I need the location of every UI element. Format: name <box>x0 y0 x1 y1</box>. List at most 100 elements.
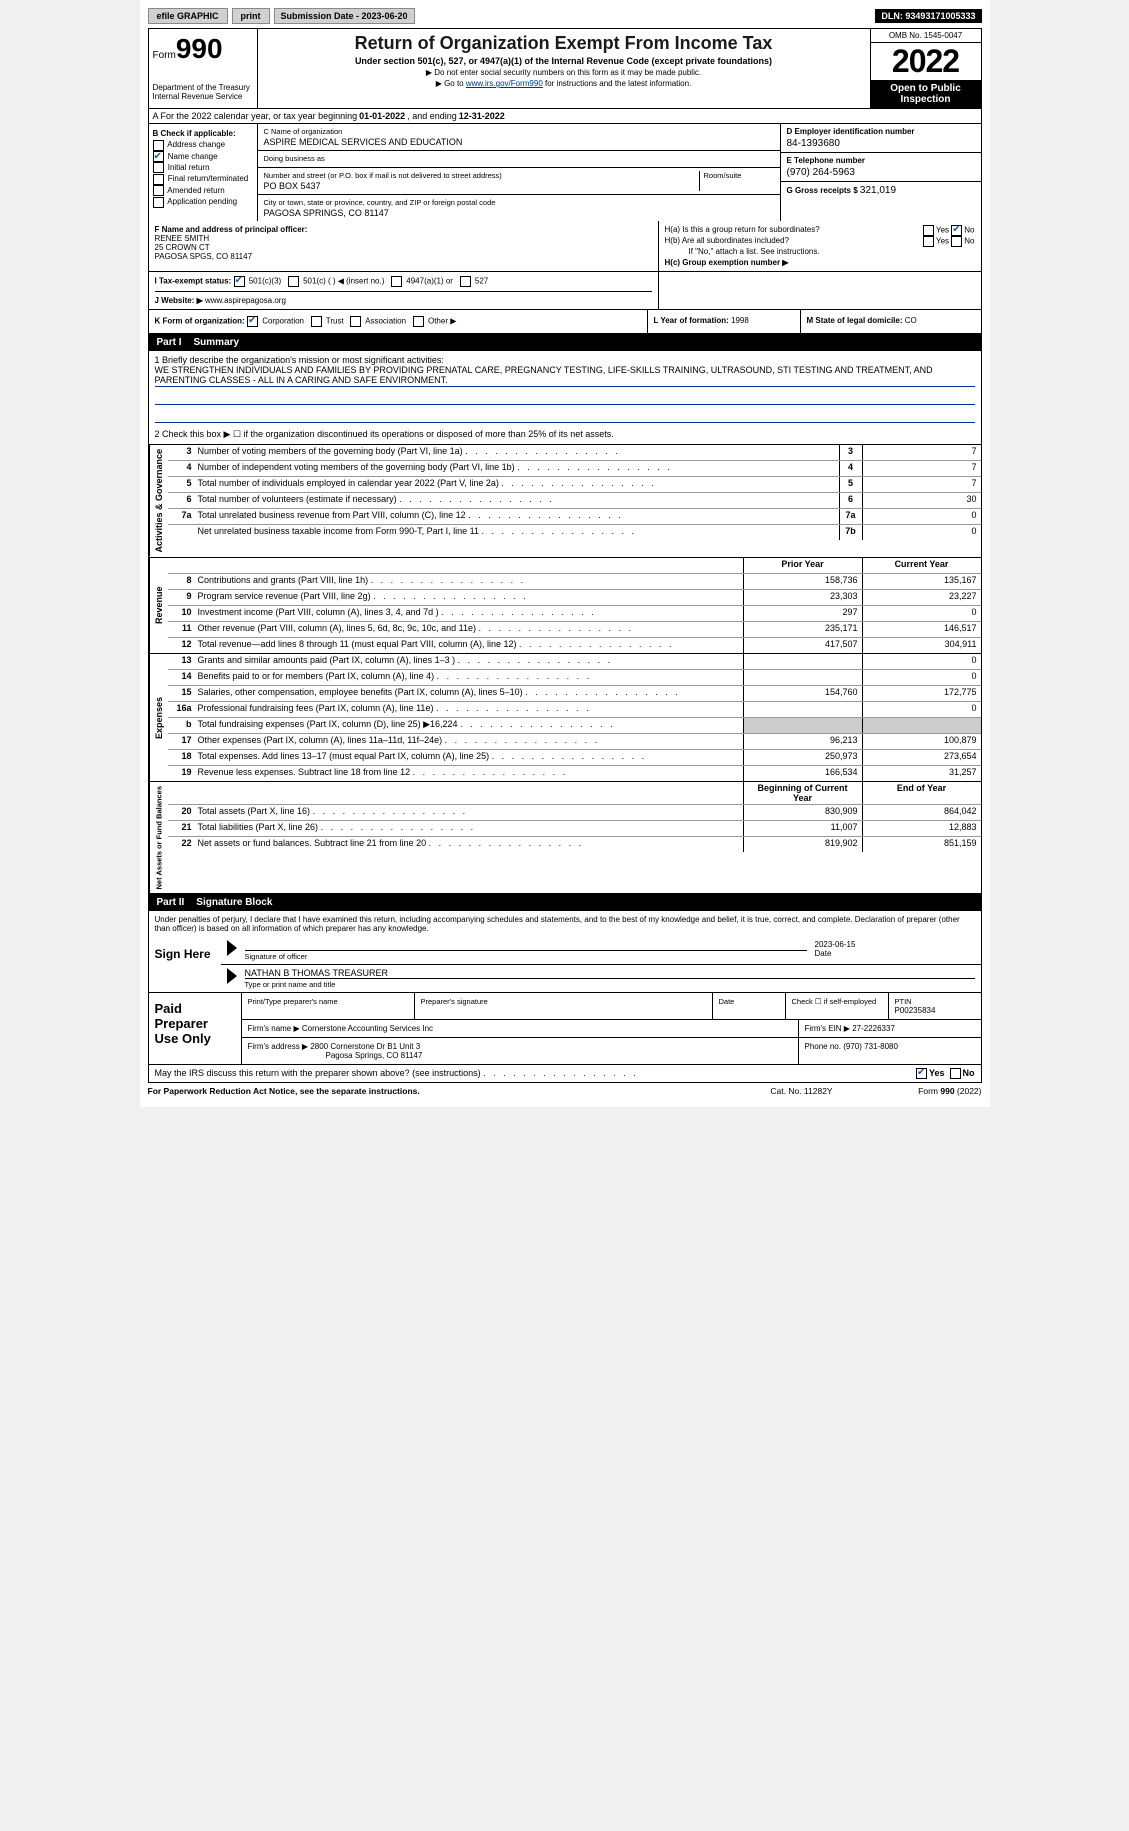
firm-addr2: Pagosa Springs, CO 81147 <box>326 1051 423 1060</box>
table-row: 19Revenue less expenses. Subtract line 1… <box>168 766 981 781</box>
year-formation: 1998 <box>731 316 749 325</box>
firm-phone: (970) 731-8080 <box>843 1042 898 1051</box>
table-row: 7aTotal unrelated business revenue from … <box>168 509 981 525</box>
telephone: (970) 264-5963 <box>787 167 975 178</box>
table-row: 4Number of independent voting members of… <box>168 461 981 477</box>
table-row: bTotal fundraising expenses (Part IX, co… <box>168 718 981 734</box>
paid-preparer-block: Paid Preparer Use Only Print/Type prepar… <box>148 993 982 1065</box>
expenses-table: Expenses 13Grants and similar amounts pa… <box>148 654 982 782</box>
firm-name: Cornerstone Accounting Services Inc <box>302 1024 433 1033</box>
topbar: efile GRAPHIC print Submission Date - 20… <box>148 8 982 24</box>
section-i-j: I Tax-exempt status: 501(c)(3) 501(c) ( … <box>148 272 982 310</box>
chk-501c[interactable] <box>288 276 299 287</box>
chk-hb-yes[interactable] <box>923 236 934 247</box>
street-address: PO BOX 5437 <box>264 181 699 191</box>
year-end: 12-31-2022 <box>459 111 505 121</box>
sig-date: 2023-06-15 <box>815 940 975 949</box>
signature-block: Under penalties of perjury, I declare th… <box>148 911 982 993</box>
chk-address-change[interactable] <box>153 140 164 151</box>
table-row: Net unrelated business taxable income fr… <box>168 525 981 540</box>
chk-501c3[interactable] <box>234 276 245 287</box>
dln: DLN: 93493171005333 <box>875 9 981 23</box>
chk-hb-no[interactable] <box>951 236 962 247</box>
footer: For Paperwork Reduction Act Notice, see … <box>148 1083 982 1099</box>
chk-trust[interactable] <box>311 316 322 327</box>
efile-label: efile GRAPHIC <box>148 8 228 24</box>
chk-other[interactable] <box>413 316 424 327</box>
chk-discuss-no[interactable] <box>950 1068 961 1079</box>
chk-ha-yes[interactable] <box>923 225 934 236</box>
note-ssn: ▶ Do not enter social security numbers o… <box>262 68 866 77</box>
cat-no: Cat. No. 11282Y <box>742 1086 862 1096</box>
table-row: 6Total number of volunteers (estimate if… <box>168 493 981 509</box>
form-ref: Form 990 (2022) <box>862 1086 982 1096</box>
chk-final-return[interactable] <box>153 174 164 185</box>
tax-year: 2022 <box>871 43 981 80</box>
part2-header: Part II Signature Block <box>148 894 982 911</box>
ptin: P00235834 <box>895 1006 975 1015</box>
form-prefix: Form <box>153 50 176 61</box>
firm-ein: 27-2226337 <box>852 1024 895 1033</box>
open-inspection: Open to Public Inspection <box>871 80 981 108</box>
gross-receipts: 321,019 <box>860 185 896 196</box>
table-row: 16aProfessional fundraising fees (Part I… <box>168 702 981 718</box>
table-header: Beginning of Current YearEnd of Year <box>168 782 981 805</box>
firm-addr1: 2800 Cornerstone Dr B1 Unit 3 <box>310 1042 420 1051</box>
chk-527[interactable] <box>460 276 471 287</box>
form-subtitle: Under section 501(c), 527, or 4947(a)(1)… <box>262 56 866 66</box>
discuss-row: May the IRS discuss this return with the… <box>148 1065 982 1083</box>
form-990-page: efile GRAPHIC print Submission Date - 20… <box>140 0 990 1107</box>
table-row: 10Investment income (Part VIII, column (… <box>168 606 981 622</box>
governance-table: Activities & Governance 3Number of votin… <box>148 445 982 558</box>
row-a-tax-year: A For the 2022 calendar year, or tax yea… <box>148 109 982 124</box>
chk-corp[interactable] <box>247 316 258 327</box>
officer-addr2: PAGOSA SPGS, CO 81147 <box>155 252 253 261</box>
table-row: 18Total expenses. Add lines 13–17 (must … <box>168 750 981 766</box>
chk-amended[interactable] <box>153 185 164 196</box>
section-k-l-m: K Form of organization: Corporation Trus… <box>148 310 982 334</box>
department: Department of the Treasury Internal Reve… <box>153 83 253 101</box>
table-row: 9Program service revenue (Part VIII, lin… <box>168 590 981 606</box>
part1-header: Part I Summary <box>148 334 982 351</box>
chk-initial-return[interactable] <box>153 162 164 173</box>
city-state-zip: PAGOSA SPRINGS, CO 81147 <box>264 208 774 218</box>
chk-name-change[interactable] <box>153 151 164 162</box>
omb-number: OMB No. 1545-0047 <box>871 29 981 43</box>
form-title: Return of Organization Exempt From Incom… <box>262 33 866 54</box>
table-row: 17Other expenses (Part IX, column (A), l… <box>168 734 981 750</box>
year-begin: 01-01-2022 <box>359 111 405 121</box>
table-row: 5Total number of individuals employed in… <box>168 477 981 493</box>
officer-name: RENEE SMITH <box>155 234 210 243</box>
ein: 84-1393680 <box>787 138 975 149</box>
netassets-table: Net Assets or Fund Balances Beginning of… <box>148 782 982 895</box>
section-d-e-g: D Employer identification number 84-1393… <box>781 124 981 221</box>
table-row: 12Total revenue—add lines 8 through 11 (… <box>168 638 981 653</box>
chk-discuss-yes[interactable] <box>916 1068 927 1079</box>
table-row: 13Grants and similar amounts paid (Part … <box>168 654 981 670</box>
chk-app-pending[interactable] <box>153 197 164 208</box>
table-row: 22Net assets or fund balances. Subtract … <box>168 837 981 852</box>
header-info-block: B Check if applicable: Address change Na… <box>148 124 982 221</box>
section-b: B Check if applicable: Address change Na… <box>149 124 258 221</box>
org-name: ASPIRE MEDICAL SERVICES AND EDUCATION <box>264 137 774 147</box>
note-link: ▶ Go to www.irs.gov/Form990 for instruct… <box>262 79 866 88</box>
revenue-table: Revenue Prior YearCurrent Year8Contribut… <box>148 558 982 654</box>
perjury-declaration: Under penalties of perjury, I declare th… <box>149 911 981 937</box>
table-header: Prior YearCurrent Year <box>168 558 981 574</box>
form-header: Form990 Department of the Treasury Inter… <box>148 28 982 109</box>
print-button[interactable]: print <box>232 8 270 24</box>
form-number: 990 <box>176 33 223 64</box>
table-row: 20Total assets (Part X, line 16)830,9098… <box>168 805 981 821</box>
table-row: 14Benefits paid to or for members (Part … <box>168 670 981 686</box>
chk-assoc[interactable] <box>350 316 361 327</box>
table-row: 8Contributions and grants (Part VIII, li… <box>168 574 981 590</box>
table-row: 3Number of voting members of the governi… <box>168 445 981 461</box>
mission-text: WE STRENGTHEN INDIVIDUALS AND FAMILIES B… <box>155 365 975 387</box>
table-row: 11Other revenue (Part VIII, column (A), … <box>168 622 981 638</box>
irs-link[interactable]: www.irs.gov/Form990 <box>466 79 543 88</box>
chk-4947[interactable] <box>391 276 402 287</box>
section-f-h: F Name and address of principal officer:… <box>148 221 982 272</box>
chk-ha-no[interactable] <box>951 225 962 236</box>
table-row: 21Total liabilities (Part X, line 26)11,… <box>168 821 981 837</box>
officer-addr1: 25 CROWN CT <box>155 243 210 252</box>
